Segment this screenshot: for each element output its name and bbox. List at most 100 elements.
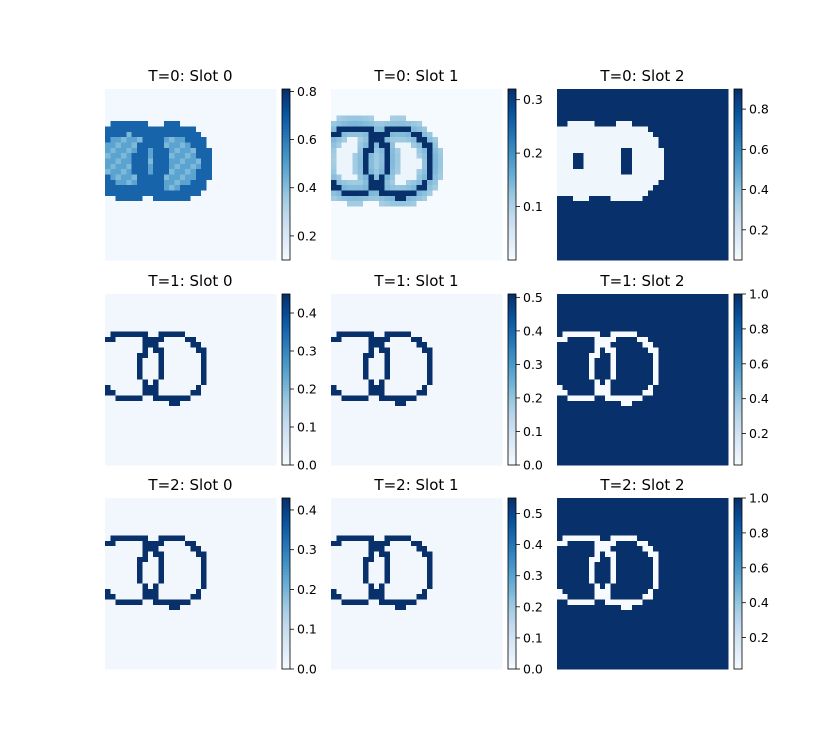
heatmap-cell <box>249 115 256 122</box>
heatmap-cell <box>206 233 213 240</box>
heatmap-cell <box>121 299 127 306</box>
heatmap-cell <box>605 227 611 234</box>
heatmap-cell <box>254 110 261 117</box>
heatmap-cell <box>211 368 218 375</box>
heatmap-cell <box>427 233 433 240</box>
heatmap-cell <box>137 131 143 138</box>
heatmap-cell <box>174 443 181 450</box>
heatmap-cell <box>347 137 353 143</box>
heatmap-cell <box>432 233 439 240</box>
heatmap-cell <box>443 158 449 165</box>
heatmap-cell <box>605 211 611 218</box>
heatmap-cell <box>211 121 218 127</box>
heatmap-cell <box>179 411 186 418</box>
heatmap-cell <box>222 411 229 418</box>
heatmap-cell <box>352 352 359 359</box>
heatmap-cell <box>121 374 127 380</box>
heatmap-cell <box>222 121 229 127</box>
heatmap-cell <box>647 233 654 240</box>
heatmap-cell <box>243 243 250 250</box>
heatmap-cell <box>238 190 245 197</box>
heatmap-cell <box>706 179 713 186</box>
heatmap-cell <box>341 99 348 106</box>
heatmap-cell <box>201 217 207 223</box>
colorbar-tick-label: 0.2 <box>297 382 317 397</box>
heatmap-cell <box>437 368 444 375</box>
heatmap-cell <box>416 336 423 343</box>
heatmap-cell <box>464 227 471 234</box>
heatmap-cell <box>491 190 498 197</box>
heatmap-cell <box>185 374 191 380</box>
heatmap-cell <box>573 206 579 213</box>
heatmap-cell <box>121 105 127 111</box>
colorbar-gradient <box>734 188 742 193</box>
heatmap-cell <box>373 304 380 311</box>
heatmap-cell <box>206 411 213 418</box>
heatmap-cell <box>480 169 487 175</box>
heatmap-cell <box>217 227 223 234</box>
heatmap-cell <box>185 201 191 207</box>
heatmap-cell <box>674 238 681 245</box>
heatmap-cell <box>491 115 498 122</box>
heatmap-cell <box>685 147 691 154</box>
heatmap-cell <box>669 233 675 240</box>
heatmap-cell <box>416 254 423 261</box>
heatmap-cell <box>201 163 207 170</box>
heatmap-cell <box>459 190 465 197</box>
heatmap-cell <box>621 110 627 117</box>
heatmap-cell <box>557 110 563 117</box>
heatmap-cell <box>653 121 659 127</box>
heatmap-cell <box>249 427 256 434</box>
heatmap-cell <box>265 390 272 396</box>
heatmap-cell <box>185 331 191 338</box>
heatmap-cell <box>647 115 654 122</box>
heatmap-cell <box>722 147 729 154</box>
heatmap-cell <box>336 137 343 143</box>
heatmap-cell <box>110 368 117 375</box>
heatmap-cell <box>259 352 266 359</box>
heatmap-cell <box>179 363 186 370</box>
heatmap-cell <box>259 185 266 191</box>
heatmap-cell <box>663 227 670 234</box>
heatmap-cell <box>115 331 122 338</box>
heatmap-cell <box>331 142 337 149</box>
heatmap-cell <box>669 121 675 127</box>
heatmap-cell <box>227 416 234 423</box>
heatmap-cell <box>437 310 444 316</box>
heatmap-cell <box>411 121 417 127</box>
heatmap-cell <box>562 201 569 207</box>
heatmap-cell <box>222 347 229 354</box>
heatmap-cell <box>115 89 122 95</box>
heatmap-cell <box>270 147 277 154</box>
heatmap-cell <box>195 411 202 418</box>
heatmap-cell <box>233 131 239 138</box>
heatmap-cell <box>121 368 127 375</box>
colorbar-gradient <box>282 217 290 221</box>
heatmap-cell <box>706 201 713 207</box>
heatmap-cell <box>238 179 245 186</box>
heatmap-cell <box>389 201 396 207</box>
heatmap-cell <box>663 115 670 122</box>
heatmap-cell <box>464 110 471 117</box>
heatmap-cell <box>685 89 691 95</box>
heatmap-cell <box>179 326 186 332</box>
heatmap-cell <box>389 299 396 306</box>
heatmap-cell <box>416 331 423 338</box>
colorbar-gradient <box>282 362 290 366</box>
colorbar-tick-label: 0.4 <box>297 306 317 321</box>
heatmap-cell <box>679 190 686 197</box>
heatmap-cell <box>249 206 256 213</box>
heatmap-cell <box>437 211 444 218</box>
heatmap-cell <box>201 227 207 234</box>
heatmap-cell <box>443 94 449 101</box>
heatmap-cell <box>153 390 159 396</box>
heatmap-cell <box>105 174 111 181</box>
heatmap-cell <box>373 147 380 154</box>
heatmap-cell <box>357 358 364 364</box>
heatmap-cell <box>121 89 127 95</box>
heatmap-cell <box>259 390 266 396</box>
heatmap-cell <box>663 254 670 261</box>
heatmap-cell <box>589 185 595 191</box>
heatmap-cell <box>243 406 250 412</box>
heatmap-cell <box>448 158 455 165</box>
